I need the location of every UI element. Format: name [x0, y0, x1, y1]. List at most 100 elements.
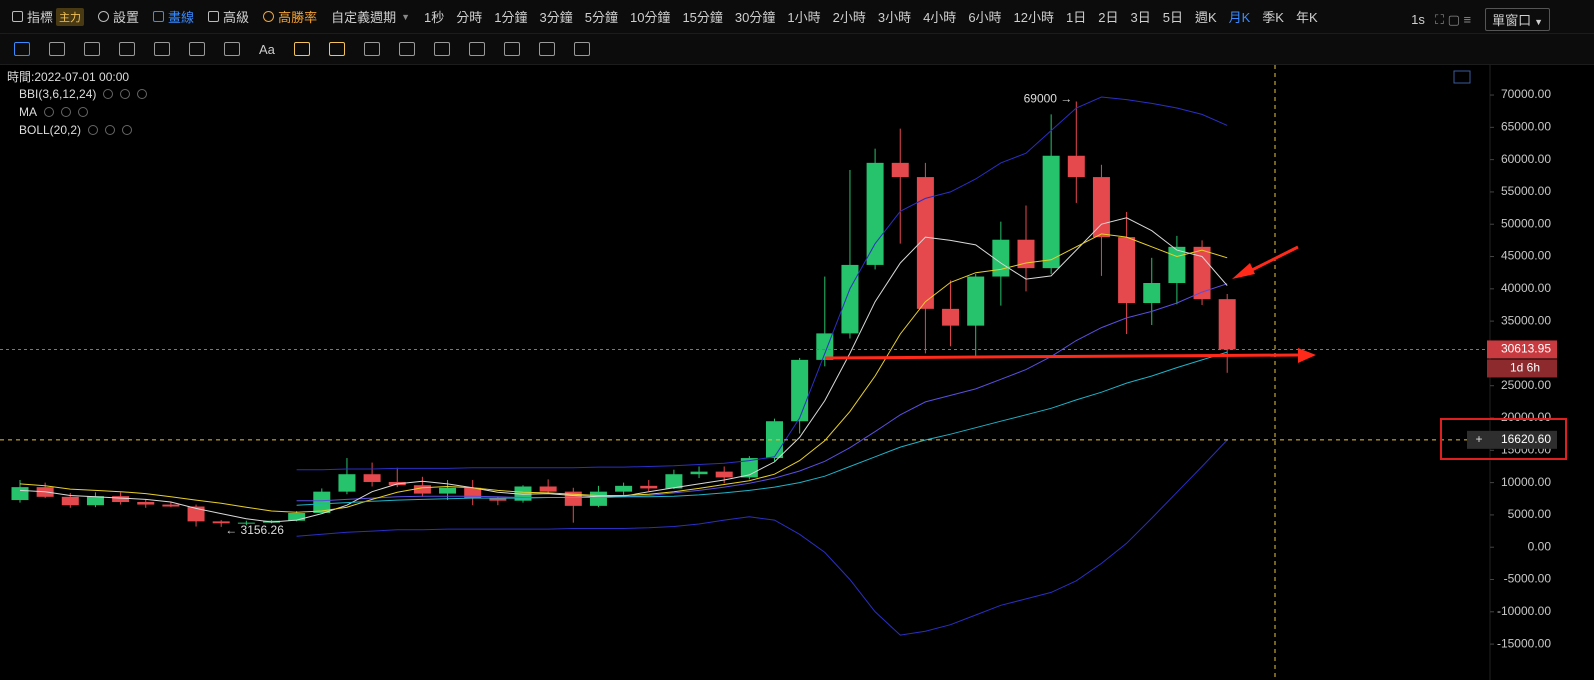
label: 指標: [27, 10, 54, 25]
indicator-label: BBI(3,6,12,24): [19, 87, 97, 101]
candle-body: [162, 504, 180, 507]
measure-tool[interactable]: [224, 42, 240, 56]
candle-body: [715, 471, 733, 478]
candle-body: [112, 496, 130, 502]
win-rate-button[interactable]: 高勝率: [263, 7, 317, 26]
period[interactable]: 15分鐘: [682, 10, 723, 25]
toolbar: 指標 主力 設置 畫線 高級 高勝率 自定義週期 ▼ 1秒 分時 1分鐘 3分鐘 5分鐘 10…: [0, 0, 1594, 33]
candle-body: [615, 485, 633, 492]
y-tick-label: 45000.00: [1501, 249, 1551, 263]
icons[interactable]: ⛶ ▢ ≡: [1434, 11, 1472, 27]
period[interactable]: 30分鐘: [734, 10, 776, 25]
period[interactable]: 2小時: [832, 10, 866, 25]
close-icon[interactable]: [78, 107, 88, 117]
settings-tool[interactable]: [538, 42, 555, 56]
candle-body: [891, 162, 909, 178]
lock2-tool[interactable]: [468, 42, 485, 56]
period[interactable]: 10分鐘: [629, 10, 671, 25]
period[interactable]: 1秒: [424, 10, 445, 25]
channel-tool[interactable]: [84, 42, 100, 56]
draw-button[interactable]: 畫線: [153, 7, 194, 26]
settings-icon[interactable]: [120, 89, 131, 99]
wave-tool[interactable]: [189, 42, 205, 56]
period[interactable]: 分時: [456, 10, 483, 25]
rect-tool[interactable]: [119, 42, 135, 56]
pattern-tool[interactable]: [433, 42, 450, 56]
y-tick-label: -5000.00: [1504, 572, 1552, 586]
brush-tool[interactable]: [398, 42, 415, 56]
period[interactable]: 12小時: [1013, 10, 1055, 25]
label: 高勝率: [278, 10, 318, 25]
indicator-line: [296, 96, 1228, 471]
crosshair-tag: [1467, 430, 1557, 449]
countdown-tag: [1487, 359, 1557, 378]
indicator-label: MA: [19, 105, 37, 119]
candle-body: [237, 522, 255, 524]
drawing-tools: Aa: [0, 33, 1594, 65]
candle-body: [464, 487, 482, 499]
indicator-list: BBI(3,6,12,24) MA BOLL(20,2): [7, 85, 148, 139]
candle-body: [1017, 239, 1035, 269]
window-button[interactable]: 單窗口 ▼: [1485, 8, 1550, 31]
period[interactable]: 年K: [1295, 10, 1318, 25]
period[interactable]: 1小時: [787, 10, 821, 25]
indicator-line: [296, 351, 1228, 506]
period[interactable]: 月K: [1228, 10, 1251, 25]
y-tick-label: 40000.00: [1501, 281, 1551, 295]
fullscreen-icon[interactable]: [1453, 70, 1471, 84]
candle-body: [766, 421, 783, 459]
countdown-label: 1d 6h: [1510, 361, 1540, 375]
line-tool[interactable]: [49, 42, 65, 56]
period[interactable]: 1分鐘: [494, 10, 528, 25]
settings-icon[interactable]: [105, 125, 116, 135]
period[interactable]: 3日: [1130, 10, 1151, 25]
custom-period[interactable]: 自定義週期 ▼: [331, 7, 410, 26]
candle-body: [967, 276, 985, 326]
indicator-button[interactable]: 指標 主力: [12, 7, 85, 26]
period[interactable]: 3小時: [877, 10, 912, 25]
delete-tool[interactable]: [573, 42, 590, 56]
label: 設置: [113, 10, 140, 25]
period[interactable]: 季K: [1262, 10, 1284, 25]
copy-tool[interactable]: [503, 42, 520, 56]
settings-icon[interactable]: [61, 107, 71, 117]
y-tick-label: 5000.00: [1508, 507, 1552, 521]
candle-body: [942, 308, 960, 326]
indicator-row: BOLL(20,2): [19, 121, 147, 139]
y-tick-label: 50000.00: [1501, 216, 1551, 230]
magnet-tool[interactable]: [293, 42, 310, 56]
candle-body: [791, 359, 809, 422]
close-icon[interactable]: [122, 125, 133, 135]
ruler-tool[interactable]: [363, 42, 380, 56]
candle-body: [1143, 283, 1161, 304]
candle-body: [313, 491, 331, 513]
period[interactable]: 2日: [1098, 10, 1119, 25]
fib-tool[interactable]: [154, 42, 170, 56]
visibility-icon[interactable]: [88, 125, 99, 135]
period[interactable]: 5日: [1162, 10, 1183, 25]
candle-body: [338, 474, 356, 492]
period[interactable]: 1日: [1066, 10, 1087, 25]
y-tick-label: -15000.00: [1497, 636, 1551, 650]
refresh-rate[interactable]: 1s: [1411, 12, 1425, 27]
label: 單窗口: [1492, 13, 1532, 28]
y-tick-label: 55000.00: [1501, 184, 1551, 198]
advanced-button[interactable]: 高級: [208, 7, 249, 26]
period[interactable]: 週K: [1194, 10, 1217, 25]
visibility-icon[interactable]: [44, 107, 54, 117]
crosshair-tool[interactable]: [14, 42, 30, 56]
candle-body: [916, 177, 934, 309]
lock-tool[interactable]: [328, 42, 345, 56]
period[interactable]: 5分鐘: [584, 10, 618, 25]
period[interactable]: 3分鐘: [539, 10, 573, 25]
period[interactable]: 4小時: [923, 10, 957, 25]
settings-button[interactable]: 設置: [98, 7, 139, 26]
candle-body: [640, 485, 658, 489]
close-icon[interactable]: [137, 89, 148, 99]
candle-body: [137, 501, 155, 505]
visibility-icon[interactable]: [103, 89, 114, 99]
text-tool[interactable]: Aa: [259, 41, 275, 57]
period[interactable]: 6小時: [968, 10, 1002, 25]
